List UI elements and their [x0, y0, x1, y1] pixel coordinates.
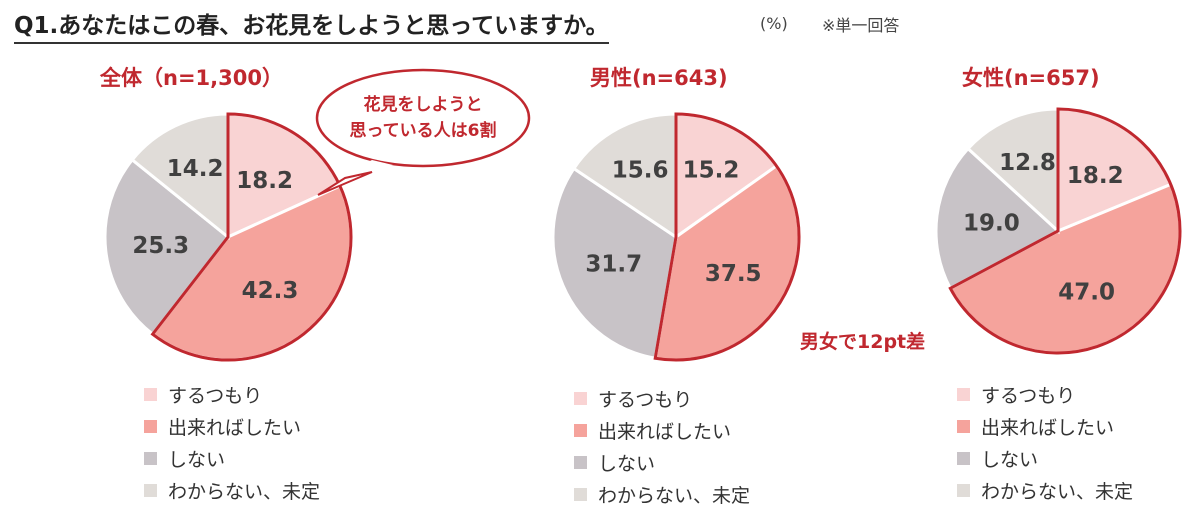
legend-female: するつもり 出来ればしたい しない わからない、未定 [957, 378, 1133, 506]
legend-item: わからない、未定 [957, 474, 1133, 506]
legend-item: するつもり [574, 382, 750, 414]
legend-label: するつもり [598, 388, 693, 411]
gender-gap-note: 男女で12pt差 [800, 331, 926, 353]
chart-title-overall: 全体（n=1,300） [100, 66, 283, 90]
slice-shinai [103, 157, 231, 337]
legend-label: わからない、未定 [598, 484, 751, 507]
positive-intent-outline [948, 107, 1182, 355]
slice-wakaranai [571, 112, 678, 240]
legend-item: しない [144, 442, 320, 474]
legend-swatch [144, 387, 157, 401]
legend-label: するつもり [168, 384, 263, 407]
legend-label: 出来ればしたい [168, 416, 302, 439]
legend-item: しない [574, 446, 750, 478]
legend-swatch [144, 451, 157, 465]
legend-item: しない [957, 442, 1133, 474]
pie-chart-male: 15.2 37.5 31.7 15.6 [551, 112, 801, 362]
slice-shinai [551, 166, 678, 360]
slice-wakaranai [130, 112, 230, 241]
legend-swatch [574, 423, 587, 437]
legend-label: わからない、未定 [981, 480, 1134, 503]
chart-title-female: 女性(n=657) [962, 66, 1100, 90]
legend-item: 出来ればしたい [957, 410, 1133, 442]
legend-swatch [957, 483, 970, 497]
slice-value-label: 14.2 [167, 156, 224, 182]
legend-swatch [574, 455, 587, 469]
slice-value-label: 37.5 [705, 261, 762, 287]
slice-value-label: 47.0 [1058, 280, 1115, 306]
slice-value-label: 18.2 [236, 168, 293, 194]
legend-swatch [144, 483, 157, 497]
slice-value-label: 12.8 [999, 150, 1056, 176]
legend-label: しない [981, 448, 1039, 471]
slice-value-label: 31.7 [585, 252, 642, 278]
callout-tail [317, 171, 373, 196]
pie-chart-overall: 18.2 42.3 25.3 14.2 [103, 112, 353, 362]
legend-label: しない [598, 452, 656, 475]
callout-line-2: 思っている人は6割 [350, 120, 497, 141]
legend-item: 出来ればしたい [574, 414, 750, 446]
slice-value-label: 42.3 [242, 278, 299, 304]
slice-value-label: 25.3 [132, 233, 189, 259]
legend-swatch [957, 451, 970, 465]
slice-value-label: 19.0 [963, 211, 1020, 237]
legend-overall: するつもり 出来ればしたい しない わからない、未定 [144, 378, 320, 506]
slice-wakaranai [965, 107, 1060, 235]
legend-item: するつもり [957, 378, 1133, 410]
question-title: Q1.あなたはこの春、お花見をしようと思っていますか。 [14, 6, 609, 44]
callout-line-1: 花見をしようと [364, 94, 483, 115]
slice-shinai [934, 146, 1061, 291]
legend-item: 出来ればしたい [144, 410, 320, 442]
legend-swatch [574, 487, 587, 501]
legend-item: するつもり [144, 378, 320, 410]
legend-swatch [957, 387, 970, 401]
callout-bubble: 花見をしようと 思っている人は6割 [315, 68, 531, 196]
legend-label: 出来ればしたい [981, 416, 1115, 439]
legend-male: するつもり 出来ればしたい しない わからない、未定 [574, 382, 750, 510]
callout-ellipse [315, 68, 531, 168]
legend-label: しない [168, 448, 226, 471]
positive-intent-outline [653, 112, 801, 362]
pie-chart-female: 18.2 47.0 19.0 12.8 [934, 107, 1182, 355]
legend-swatch [144, 419, 157, 433]
unit-label: (%) [760, 14, 788, 33]
legend-item: わからない、未定 [144, 474, 320, 506]
chart-title-male: 男性(n=643) [590, 66, 728, 90]
positive-intent-outline [150, 112, 353, 362]
legend-swatch [574, 391, 587, 405]
legend-label: 出来ればしたい [598, 420, 732, 443]
legend-label: わからない、未定 [168, 480, 321, 503]
legend-label: するつもり [981, 384, 1076, 407]
slice-value-label: 18.2 [1067, 163, 1124, 189]
slice-value-label: 15.2 [683, 157, 740, 183]
legend-swatch [957, 419, 970, 433]
legend-item: わからない、未定 [574, 478, 750, 510]
callout-tail-mask [352, 160, 393, 170]
slice-value-label: 15.6 [612, 158, 669, 184]
answer-type-note: ※単一回答 [822, 16, 900, 35]
